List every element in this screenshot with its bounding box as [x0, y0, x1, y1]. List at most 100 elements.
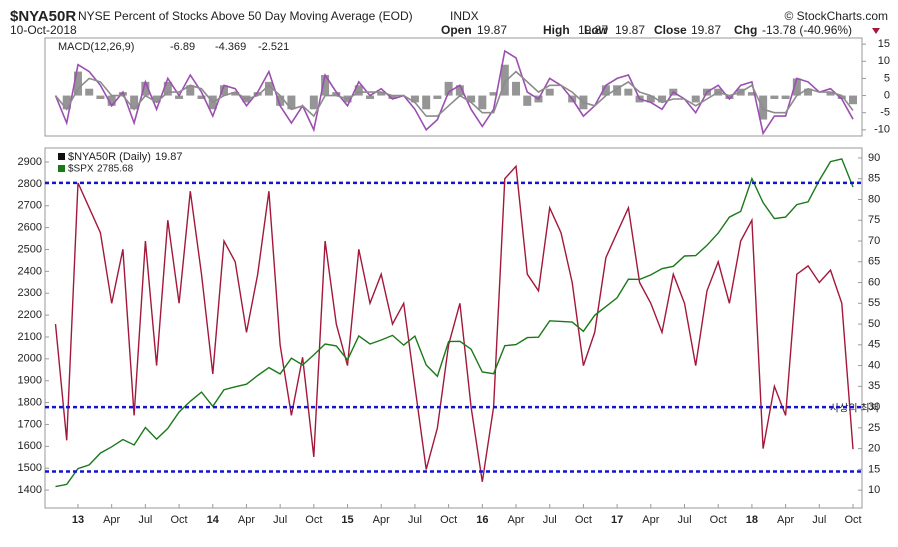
legend-swatch: [58, 153, 65, 160]
annotation: 사상의 최저: [830, 403, 879, 415]
x-tick-label: 17: [611, 514, 623, 526]
y-tick-label: 2600: [18, 222, 42, 234]
histogram-bar: [321, 75, 330, 96]
quote-value: 19.87: [477, 23, 507, 37]
y-tick-label: 2300: [18, 287, 42, 299]
x-tick-label: Oct: [710, 514, 727, 526]
histogram-bar: [781, 95, 790, 99]
histogram-bar: [287, 95, 296, 110]
x-tick-label: 15: [341, 514, 353, 526]
y-tick-label: 2100: [18, 331, 42, 343]
x-tick-label: Jul: [138, 514, 152, 526]
histogram-bar: [152, 95, 161, 103]
legend-value: 2785.68: [97, 164, 134, 175]
x-tick-label: Apr: [507, 514, 524, 526]
histogram-bar: [725, 95, 734, 99]
histogram-bar: [545, 88, 554, 96]
histogram-bar: [253, 92, 262, 96]
histogram-bar: [197, 95, 206, 99]
macd-value: -4.369: [215, 41, 246, 53]
x-tick-label: Apr: [238, 514, 255, 526]
y-tick-label: 2200: [18, 309, 42, 321]
y-tick-label: 1800: [18, 396, 42, 408]
y2-tick-label: 45: [868, 339, 880, 351]
histogram-bar: [107, 95, 116, 106]
histogram-bar: [467, 95, 476, 103]
histogram-bar: [264, 81, 273, 96]
macd-panel: [44, 37, 863, 137]
histogram-bar: [455, 85, 464, 96]
histogram-bar: [444, 81, 453, 96]
symbol: $NYA50R: [10, 8, 76, 25]
histogram-bar: [489, 92, 498, 96]
histogram-bar: [804, 88, 813, 96]
series-line: [55, 158, 854, 488]
quote-value: 19.87: [578, 23, 608, 37]
histogram-bar: [500, 64, 509, 96]
x-tick-label: Apr: [103, 514, 120, 526]
x-tick-label: Apr: [642, 514, 659, 526]
histogram-bar: [658, 95, 667, 103]
x-tick-label: Jul: [543, 514, 557, 526]
legend-label: $NYA50R (Daily): [68, 151, 151, 163]
histogram-bar: [433, 95, 442, 99]
macd-label: MACD(12,26,9): [58, 41, 134, 53]
macd-value: -2.521: [258, 41, 289, 53]
histogram-bar: [422, 95, 431, 110]
x-tick-label: Oct: [575, 514, 592, 526]
macd-line: [54, 49, 854, 136]
histogram-bar: [478, 95, 487, 110]
histogram-bar: [175, 95, 184, 99]
legend-label: $SPX: [68, 164, 94, 175]
histogram-bar: [601, 85, 610, 96]
y-tick-label: 5: [884, 72, 890, 84]
exchange: INDX: [450, 9, 479, 23]
histogram-bar: [130, 95, 139, 110]
series-line: [54, 164, 854, 482]
quote-value: -13.78 (-40.96%): [762, 23, 852, 37]
y2-tick-label: 90: [868, 152, 880, 164]
histogram-bar: [388, 95, 397, 99]
histogram-bar: [219, 85, 228, 96]
histogram-bar: [73, 71, 82, 96]
y2-tick-label: 10: [868, 484, 880, 496]
y-tick-label: 1400: [18, 484, 42, 496]
histogram-bar: [792, 78, 801, 96]
histogram-bar: [512, 81, 521, 96]
x-tick-label: Apr: [373, 514, 390, 526]
y-tick-label: 0: [884, 89, 890, 101]
quote-label: Low: [584, 23, 609, 37]
x-tick-label: Oct: [170, 514, 187, 526]
y2-tick-label: 20: [868, 443, 880, 455]
histogram-bar: [646, 95, 655, 103]
legend-swatch: [58, 165, 65, 172]
y-tick-label: 1500: [18, 462, 42, 474]
y-tick-label: 2700: [18, 200, 42, 212]
y2-tick-label: 35: [868, 380, 880, 392]
histogram-bar: [747, 92, 756, 96]
macd-line: [54, 70, 854, 118]
x-tick-label: Apr: [777, 514, 794, 526]
y2-tick-label: 65: [868, 256, 880, 268]
histogram-bar: [276, 95, 285, 106]
y2-tick-label: 85: [868, 173, 880, 185]
x-tick-label: Oct: [844, 514, 861, 526]
histogram-bar: [523, 95, 532, 106]
quote-value: 19.87: [691, 23, 721, 37]
histogram-bar: [141, 81, 150, 96]
quote-label: Close: [654, 23, 687, 37]
y2-tick-label: 55: [868, 297, 880, 309]
x-tick-label: 14: [207, 514, 220, 526]
y2-tick-label: 15: [868, 463, 880, 475]
y2-tick-label: 25: [868, 422, 880, 434]
y2-tick-label: 50: [868, 318, 880, 330]
histogram-bar: [837, 95, 846, 99]
y-tick-label: -10: [874, 124, 890, 136]
y-tick-label: 15: [878, 38, 890, 50]
histogram-bar: [613, 85, 622, 96]
x-tick-label: Jul: [408, 514, 422, 526]
histogram-bar: [96, 95, 105, 99]
histogram-bar: [366, 95, 375, 99]
y-tick-label: 1600: [18, 440, 42, 452]
